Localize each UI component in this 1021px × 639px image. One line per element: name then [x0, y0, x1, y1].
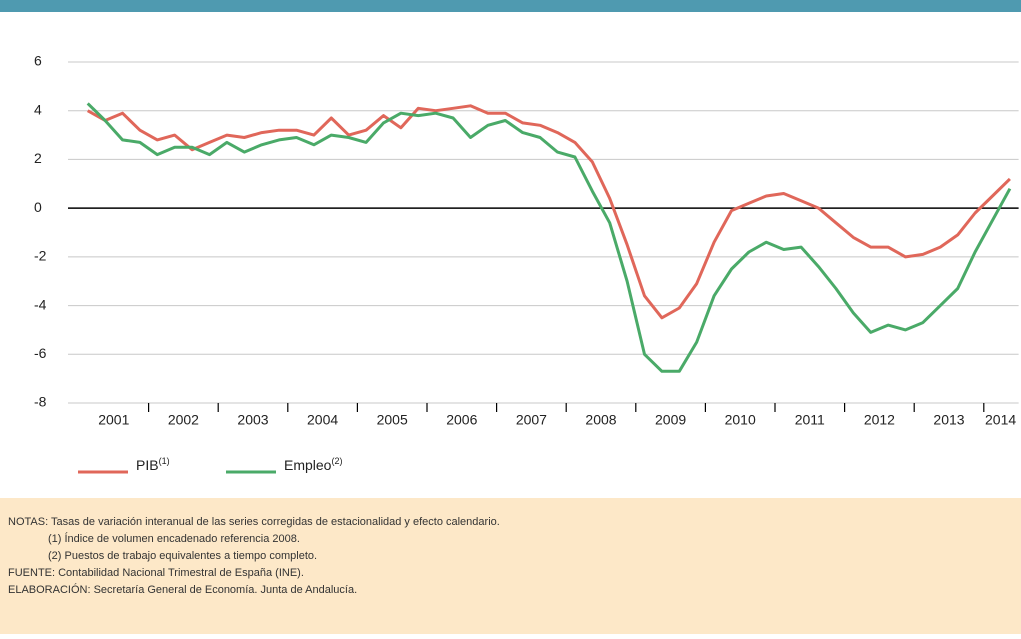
legend-label: PIB(1) — [136, 456, 170, 472]
y-tick-label: -2 — [34, 248, 47, 264]
y-tick-label: -8 — [34, 394, 47, 410]
series-line — [86, 102, 1012, 373]
x-tick-label: 2008 — [585, 412, 616, 428]
x-tick-label: 2006 — [446, 412, 477, 428]
legend-superscript: (2) — [331, 456, 342, 466]
y-tick-label: 2 — [34, 150, 42, 166]
x-tick-label: 2012 — [864, 412, 895, 428]
y-tick-label: -6 — [34, 345, 47, 361]
legend-label: Empleo(2) — [284, 456, 342, 472]
y-tick-label: 0 — [34, 199, 42, 215]
header-bar — [0, 0, 1021, 12]
x-tick-label: 2010 — [725, 412, 756, 428]
x-tick-label: 2001 — [98, 412, 129, 428]
x-tick-label: 2013 — [933, 412, 964, 428]
notes: NOTAS: Tasas de variación interanual de … — [8, 516, 500, 596]
legend-superscript: (1) — [159, 456, 170, 466]
note-line: (2) Puestos de trabajo equivalentes a ti… — [48, 550, 317, 562]
note-line: (1) Índice de volumen encadenado referen… — [48, 532, 300, 545]
legend-name: Empleo — [284, 457, 332, 473]
x-tick-label: 2011 — [795, 412, 825, 428]
y-tick-label: 4 — [34, 101, 42, 117]
x-tick-label: 2005 — [377, 412, 408, 428]
y-tick-label: -4 — [34, 296, 47, 312]
x-tick-label: 2009 — [655, 412, 686, 428]
series-line — [86, 104, 1011, 320]
x-tick-label: 2004 — [307, 412, 338, 428]
x-tick-label: 2003 — [237, 412, 268, 428]
x-tick-label: 2014 — [985, 412, 1016, 428]
x-tick-label: 2007 — [516, 412, 547, 428]
note-line: FUENTE: Contabilidad Nacional Trimestral… — [8, 567, 304, 579]
y-tick-label: 6 — [34, 53, 42, 69]
note-line: ELABORACIÓN: Secretaría General de Econo… — [8, 583, 357, 596]
x-tick-label: 2002 — [168, 412, 199, 428]
notes-box — [0, 498, 1021, 634]
legend-name: PIB — [136, 457, 159, 473]
note-line: NOTAS: Tasas de variación interanual de … — [8, 516, 500, 528]
